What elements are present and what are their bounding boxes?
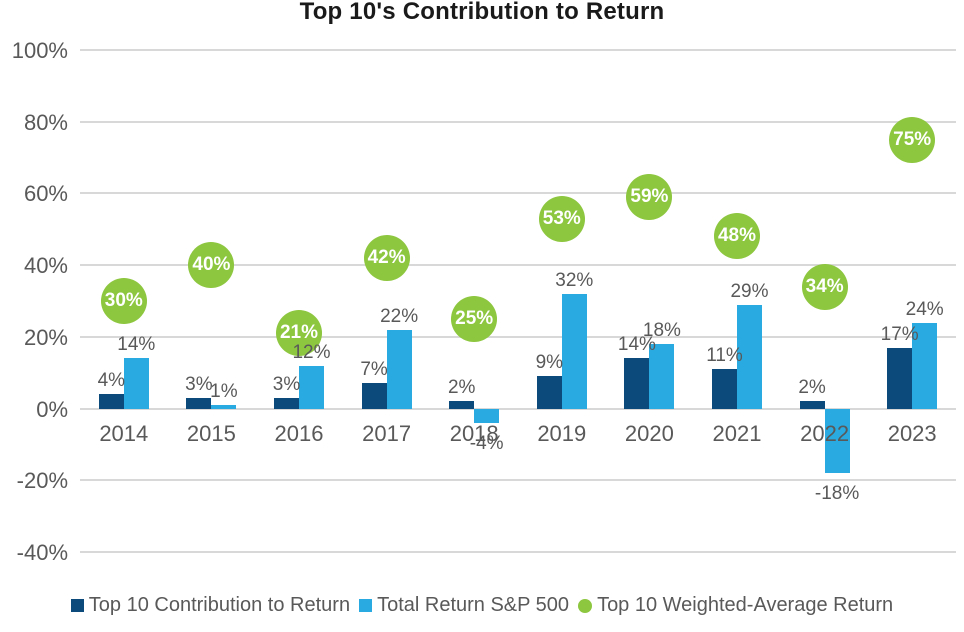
bar-total-return xyxy=(211,404,237,409)
x-axis-tick-label: 2020 xyxy=(624,421,674,446)
bar-value-label: 18% xyxy=(642,320,681,342)
point-weighted-average: 21% xyxy=(276,310,322,357)
legend-marker-circle-icon xyxy=(578,598,593,613)
bar-value-label: -18% xyxy=(814,483,860,505)
bar-value-label: 2% xyxy=(447,377,476,399)
point-weighted-average: 40% xyxy=(188,242,235,289)
legend-marker-square-icon xyxy=(359,599,373,612)
bar-value-label: 1% xyxy=(210,380,238,402)
bar-total-return xyxy=(386,329,412,409)
y-axis-tick-label: -40% xyxy=(16,540,68,565)
x-axis-tick-label: 2023 xyxy=(887,421,937,446)
gridline xyxy=(80,264,956,267)
point-weighted-average: 30% xyxy=(100,278,147,324)
point-weighted-average: 42% xyxy=(363,234,410,281)
point-weighted-average: 75% xyxy=(889,116,936,163)
bar-total-return xyxy=(299,365,324,409)
bar-top10-contribution xyxy=(274,397,299,409)
x-axis-tick-label: 2017 xyxy=(362,421,412,446)
legend-label: Top 10 Contribution to Return xyxy=(88,594,351,616)
bar-value-label: 2% xyxy=(798,377,826,399)
bar-value-label: -4% xyxy=(469,432,504,454)
gridline xyxy=(80,49,956,51)
legend-label: Top 10 Weighted-Average Return xyxy=(597,594,894,616)
legend-label: Total Return S&P 500 xyxy=(377,594,570,616)
legend-item: Top 10 Weighted-Average Return xyxy=(578,594,893,617)
legend-item: Top 10 Contribution to Return xyxy=(70,594,351,617)
y-axis-tick-label: 60% xyxy=(23,181,68,207)
bar-value-label: 3% xyxy=(185,373,213,395)
bar-total-return xyxy=(912,322,938,409)
bar-top10-contribution xyxy=(799,401,825,409)
point-weighted-average: 48% xyxy=(714,213,760,260)
point-weighted-average: 59% xyxy=(626,174,673,220)
bar-total-return xyxy=(824,408,850,474)
gridline xyxy=(80,551,956,553)
bar-top10-contribution xyxy=(186,397,212,409)
bar-top10-contribution xyxy=(887,347,913,409)
y-axis-tick-label: 100% xyxy=(11,38,68,63)
x-axis-tick-label: 2019 xyxy=(537,421,587,446)
bar-value-label: 32% xyxy=(555,269,594,291)
legend-item: Total Return S&P 500 xyxy=(359,594,569,617)
y-axis-tick-label: 0% xyxy=(36,396,68,422)
y-axis-tick-label: -20% xyxy=(16,468,68,494)
bar-value-label: 11% xyxy=(706,345,743,367)
gridline xyxy=(80,335,956,338)
bar-top10-contribution xyxy=(712,369,737,409)
bar-total-return xyxy=(474,408,500,423)
bar-value-label: 14% xyxy=(117,334,156,356)
bar-value-label: 14% xyxy=(617,334,656,356)
bar-value-label: 22% xyxy=(380,305,419,327)
bar-total-return xyxy=(649,344,675,409)
x-axis-tick-label: 2015 xyxy=(186,421,236,446)
bar-value-label: 12% xyxy=(292,341,331,363)
gridline xyxy=(80,192,956,195)
bar-value-label: 7% xyxy=(360,359,388,381)
chart-title: Top 10's Contribution to Return xyxy=(299,0,665,25)
y-axis-tick-label: 40% xyxy=(23,253,68,279)
bar-value-label: 4% xyxy=(97,370,126,392)
bar-top10-contribution xyxy=(361,383,387,409)
x-axis-tick-label: 2022 xyxy=(800,421,850,446)
point-weighted-average: 25% xyxy=(451,295,498,342)
x-axis-tick-label: 2021 xyxy=(712,421,762,446)
point-weighted-average: 53% xyxy=(538,195,585,242)
bar-value-label: 17% xyxy=(880,323,919,345)
bar-value-label: 9% xyxy=(535,352,564,374)
bar-top10-contribution xyxy=(98,394,124,409)
gridline xyxy=(80,120,956,123)
bar-total-return xyxy=(561,293,587,409)
x-axis-tick-label: 2014 xyxy=(99,421,149,446)
x-axis-tick-label: 2016 xyxy=(274,421,324,446)
bar-value-label: 24% xyxy=(905,298,944,320)
gridline xyxy=(80,407,956,410)
x-axis-tick-label: 2018 xyxy=(449,421,499,446)
bar-top10-contribution xyxy=(536,376,562,409)
bar-top10-contribution xyxy=(449,401,475,409)
bar-total-return xyxy=(737,304,762,409)
bar-value-label: 29% xyxy=(730,280,769,302)
point-weighted-average: 34% xyxy=(801,263,848,310)
bar-value-label: 3% xyxy=(272,373,301,395)
legend: Top 10 Contribution to Return Total Retur… xyxy=(0,594,964,617)
legend-marker-square-icon xyxy=(70,599,84,612)
bar-total-return xyxy=(123,358,149,409)
y-axis-tick-label: 80% xyxy=(23,109,68,135)
y-axis-tick-label: 20% xyxy=(23,324,68,350)
bar-top10-contribution xyxy=(624,358,650,409)
gridline xyxy=(80,479,956,482)
